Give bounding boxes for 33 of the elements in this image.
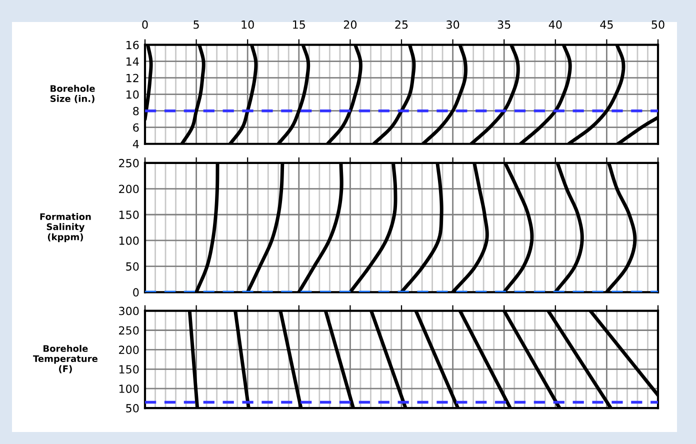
x-tick-label: 40	[548, 20, 562, 29]
x-tick-label: 5	[194, 20, 199, 29]
x-tick-label: 20	[344, 20, 357, 29]
y-tick-label: 100	[119, 384, 139, 393]
y-axis-title: Borehole Temperature (F)	[33, 344, 98, 374]
x-tick-label: 10	[242, 20, 254, 29]
y-tick-label: 300	[119, 306, 139, 316]
x-tick-label: 30	[446, 20, 460, 29]
y-axis-title: Formation Salinity (kppm)	[40, 213, 91, 242]
x-tick-label: 45	[600, 20, 613, 29]
y-tick-label: 6	[133, 123, 139, 132]
y-tick-label: 12	[126, 74, 138, 82]
y-tick-label: 250	[119, 326, 139, 335]
x-tick-label: 25	[395, 20, 408, 29]
x-tick-label: 50	[652, 20, 664, 29]
x-tick-label: 35	[498, 20, 510, 29]
y-axis-title: Borehole Size (in.)	[50, 84, 95, 104]
y-tick-label: 100	[119, 236, 139, 245]
y-tick-label: 8	[133, 106, 139, 116]
x-tick-label: 0	[142, 20, 148, 29]
y-tick-label: 200	[119, 346, 139, 354]
y-tick-label: 50	[126, 262, 139, 271]
y-tick-label: 10	[126, 90, 139, 99]
y-tick-label: 0	[133, 288, 139, 297]
y-tick-label: 50	[126, 404, 139, 412]
x-tick-label: 15	[293, 20, 305, 29]
y-tick-label: 4	[132, 140, 139, 148]
y-tick-label: 14	[126, 57, 139, 66]
y-tick-label: 200	[119, 184, 139, 194]
y-tick-label: 150	[119, 210, 139, 220]
y-tick-label: 16	[126, 40, 139, 50]
y-tick-label: 250	[119, 158, 139, 168]
y-tick-label: 150	[119, 365, 139, 374]
